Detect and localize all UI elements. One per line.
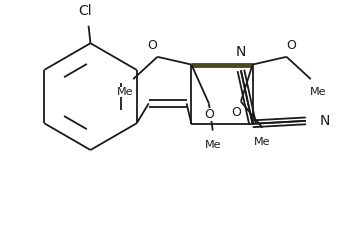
Text: Cl: Cl	[78, 4, 92, 18]
Text: O: O	[204, 108, 214, 121]
Text: Me: Me	[117, 87, 134, 97]
Text: Me: Me	[310, 87, 327, 97]
Text: Me: Me	[254, 137, 270, 147]
Text: O: O	[148, 39, 158, 52]
Text: Me: Me	[205, 140, 221, 150]
Text: O: O	[231, 106, 241, 119]
Text: N: N	[236, 45, 246, 59]
Text: N: N	[320, 114, 330, 128]
Text: O: O	[287, 39, 296, 52]
